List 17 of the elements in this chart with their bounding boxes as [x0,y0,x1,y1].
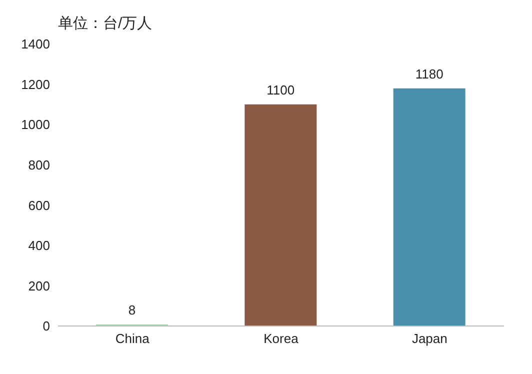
x-tick-label: Korea [264,331,300,346]
y-tick-label: 1000 [21,117,50,132]
data-label: 1100 [266,82,295,98]
bar [244,104,317,326]
y-tick-label: 600 [28,198,50,213]
y-tick-label: 1400 [21,36,50,52]
data-label: 1180 [415,66,444,82]
y-axis-title: 单位：台/万人 [58,14,152,33]
x-tick-label: China [115,331,150,346]
y-tick-label: 800 [28,157,50,172]
y-tick-label: 1200 [21,76,50,92]
y-tick-label: 0 [42,318,50,334]
data-label: 8 [128,302,136,318]
bar [393,88,466,326]
y-tick-label: 200 [28,278,50,294]
x-tick-label: Japan [412,331,448,346]
y-tick-label: 400 [28,238,50,254]
